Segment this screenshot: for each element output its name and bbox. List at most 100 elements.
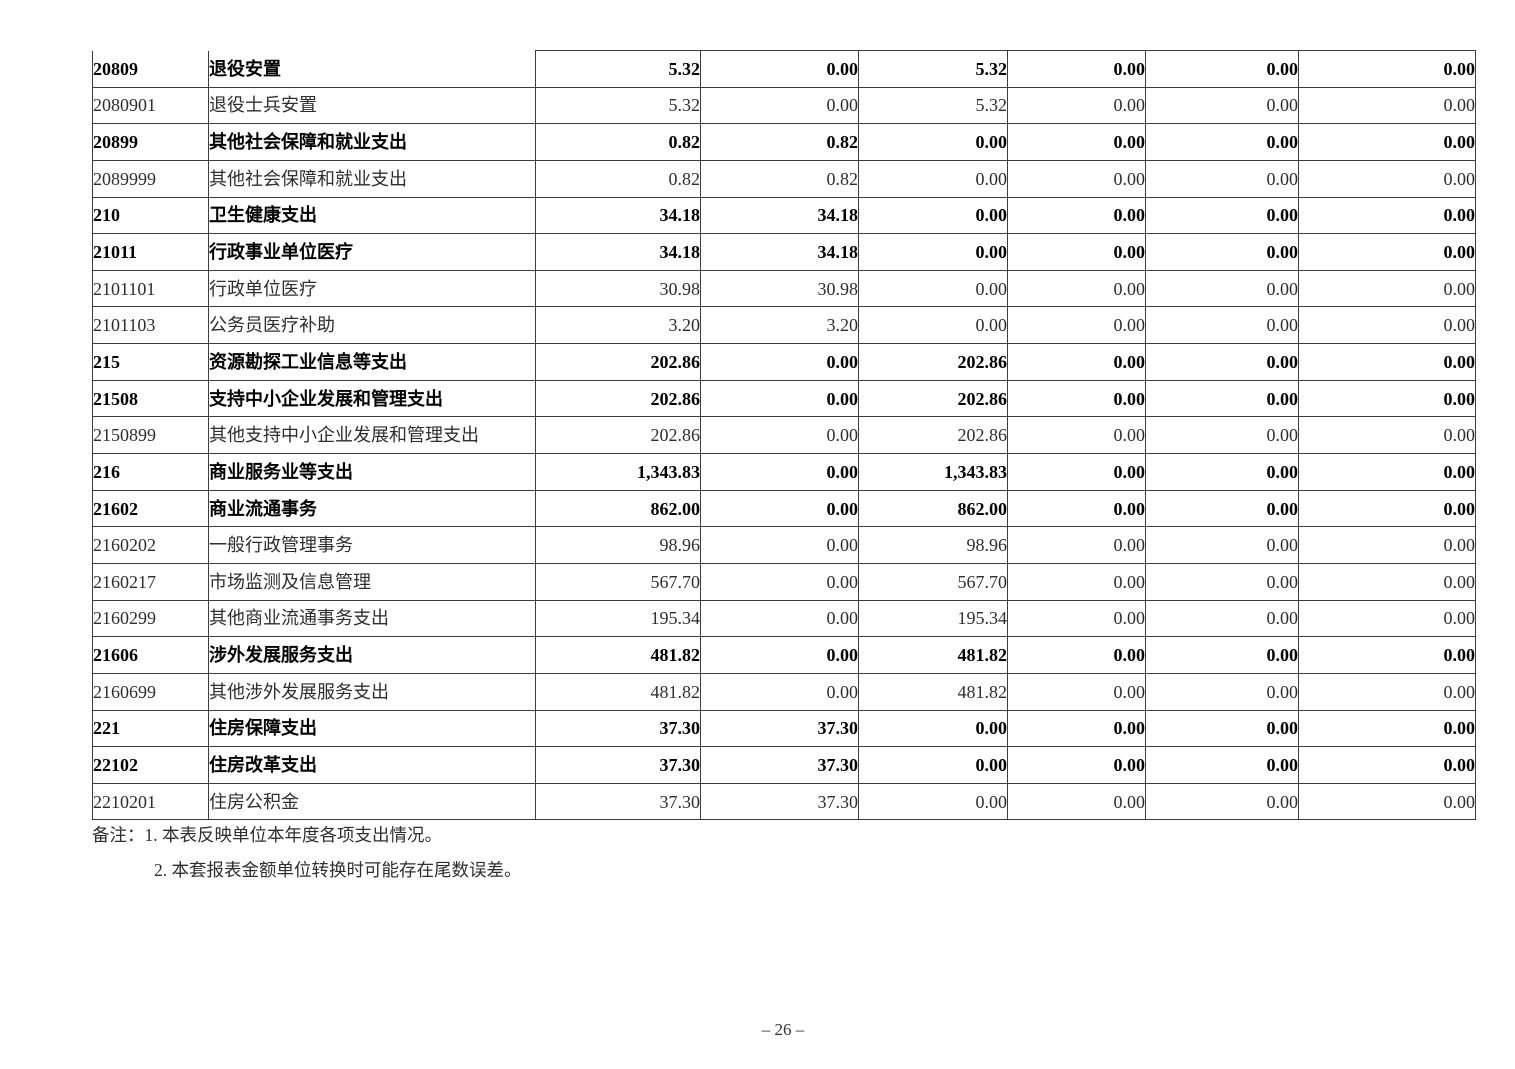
cell-name: 资源勘探工业信息等支出 [208, 343, 536, 381]
cell-value: 37.30 [700, 782, 859, 821]
cell-code: 21606 [92, 636, 209, 674]
cell-code: 216 [92, 453, 209, 491]
table-row: 2150899 其他支持中小企业发展和管理支出 202.86 0.00 202.86 0.… [92, 416, 1476, 455]
cell-value: 567.70 [535, 562, 701, 601]
cell-value: 0.00 [1298, 379, 1476, 418]
cell-name: 涉外发展服务支出 [208, 636, 536, 674]
cell-value: 0.00 [1298, 782, 1476, 821]
cell-value: 0.00 [1007, 50, 1146, 88]
cell-code: 2160202 [92, 526, 209, 564]
cell-value: 862.00 [858, 489, 1008, 528]
table-row: 210 卫生健康支出 34.18 34.18 0.00 0.00 0.00 0.00 [92, 196, 1476, 235]
cell-code: 2089999 [92, 159, 209, 198]
cell-name: 一般行政管理事务 [208, 526, 536, 564]
cell-value: 0.00 [1007, 416, 1146, 455]
cell-value: 0.82 [700, 159, 859, 198]
note-2-text: 2. 本套报表金额单位转换时可能存在尾数误差。 [154, 860, 522, 880]
cell-code: 2101101 [92, 269, 209, 308]
cell-value: 481.82 [535, 672, 701, 711]
cell-value: 0.00 [858, 269, 1008, 308]
cell-value: 0.00 [1145, 672, 1299, 711]
cell-value: 37.30 [535, 782, 701, 821]
cell-value: 0.00 [1298, 416, 1476, 455]
note-line-2: 2. 本套报表金额单位转换时可能存在尾数误差。 [154, 857, 522, 883]
cell-value: 0.00 [1298, 159, 1476, 198]
cell-value: 0.00 [1145, 233, 1299, 271]
cell-value: 30.98 [700, 269, 859, 308]
cell-name: 其他商业流通事务支出 [208, 599, 536, 638]
note-1-text: 1. 本表反映单位本年度各项支出情况。 [144, 825, 443, 845]
cell-value: 0.00 [858, 123, 1008, 161]
cell-value: 0.00 [858, 306, 1008, 345]
cell-value: 0.00 [1145, 269, 1299, 308]
cell-value: 34.18 [700, 196, 859, 235]
cell-name: 住房保障支出 [208, 709, 536, 748]
cell-value: 0.00 [1007, 196, 1146, 235]
cell-code: 2160699 [92, 672, 209, 711]
cell-value: 1,343.83 [535, 453, 701, 491]
cell-value: 202.86 [858, 379, 1008, 418]
cell-value: 3.20 [700, 306, 859, 345]
table-row: 2210201 住房公积金 37.30 37.30 0.00 0.00 0.00 0.00 [92, 782, 1476, 821]
cell-value: 0.00 [1007, 86, 1146, 125]
cell-value: 0.00 [1145, 416, 1299, 455]
cell-code: 20899 [92, 123, 209, 161]
cell-value: 0.00 [858, 159, 1008, 198]
cell-code: 2080901 [92, 86, 209, 125]
cell-value: 0.00 [700, 86, 859, 125]
cell-value: 0.00 [1298, 86, 1476, 125]
cell-value: 0.00 [1298, 123, 1476, 161]
cell-value: 0.00 [858, 709, 1008, 748]
table-row: 2160202 一般行政管理事务 98.96 0.00 98.96 0.00 0.00 0.0… [92, 526, 1476, 564]
table-row: 2101101 行政单位医疗 30.98 30.98 0.00 0.00 0.00 0.00 [92, 269, 1476, 308]
cell-value: 0.82 [535, 159, 701, 198]
cell-value: 0.00 [1298, 709, 1476, 748]
cell-value: 0.00 [1145, 636, 1299, 674]
cell-value: 0.00 [1007, 562, 1146, 601]
cell-value: 37.30 [700, 709, 859, 748]
table-row: 2101103 公务员医疗补助 3.20 3.20 0.00 0.00 0.00 0.00 [92, 306, 1476, 345]
cell-value: 202.86 [535, 416, 701, 455]
cell-value: 0.00 [1145, 526, 1299, 564]
cell-value: 481.82 [535, 636, 701, 674]
cell-value: 0.00 [700, 50, 859, 88]
cell-value: 34.18 [535, 196, 701, 235]
table-row: 216 商业服务业等支出 1,343.83 0.00 1,343.83 0.00 0.00 0… [92, 453, 1476, 491]
cell-value: 0.82 [535, 123, 701, 161]
cell-value: 0.00 [1007, 233, 1146, 271]
cell-value: 0.00 [700, 526, 859, 564]
cell-value: 0.00 [1298, 599, 1476, 638]
cell-value: 0.00 [1145, 453, 1299, 491]
cell-value: 0.00 [1145, 159, 1299, 198]
cell-value: 0.00 [1007, 379, 1146, 418]
cell-value: 0.00 [1145, 746, 1299, 784]
table-row: 21011 行政事业单位医疗 34.18 34.18 0.00 0.00 0.00 0.00 [92, 233, 1476, 271]
cell-value: 0.00 [700, 379, 859, 418]
cell-value: 0.00 [700, 599, 859, 638]
cell-value: 195.34 [858, 599, 1008, 638]
cell-code: 2101103 [92, 306, 209, 345]
cell-value: 0.00 [1007, 526, 1146, 564]
table-row: 2089999 其他社会保障和就业支出 0.82 0.82 0.00 0.00 0.00 0.… [92, 159, 1476, 198]
cell-value: 202.86 [858, 416, 1008, 455]
cell-value: 0.00 [1007, 782, 1146, 821]
table-row: 2160699 其他涉外发展服务支出 481.82 0.00 481.82 0.00 0.0… [92, 672, 1476, 711]
table-row: 2080901 退役士兵安置 5.32 0.00 5.32 0.00 0.00 0.00 [92, 86, 1476, 125]
cell-value: 5.32 [858, 50, 1008, 88]
cell-value: 1,343.83 [858, 453, 1008, 491]
cell-value: 0.00 [700, 636, 859, 674]
cell-name: 市场监测及信息管理 [208, 562, 536, 601]
cell-value: 0.00 [1298, 636, 1476, 674]
cell-name: 支持中小企业发展和管理支出 [208, 379, 536, 418]
cell-value: 0.00 [1145, 782, 1299, 821]
cell-code: 2160217 [92, 562, 209, 601]
cell-value: 0.00 [858, 746, 1008, 784]
cell-value: 202.86 [535, 379, 701, 418]
cell-value: 481.82 [858, 672, 1008, 711]
cell-name: 住房公积金 [208, 782, 536, 821]
cell-name: 行政单位医疗 [208, 269, 536, 308]
note-line-1: 备注：1. 本表反映单位本年度各项支出情况。 [92, 822, 522, 848]
cell-name: 商业流通事务 [208, 489, 536, 528]
cell-code: 22102 [92, 746, 209, 784]
cell-value: 0.00 [1007, 159, 1146, 198]
